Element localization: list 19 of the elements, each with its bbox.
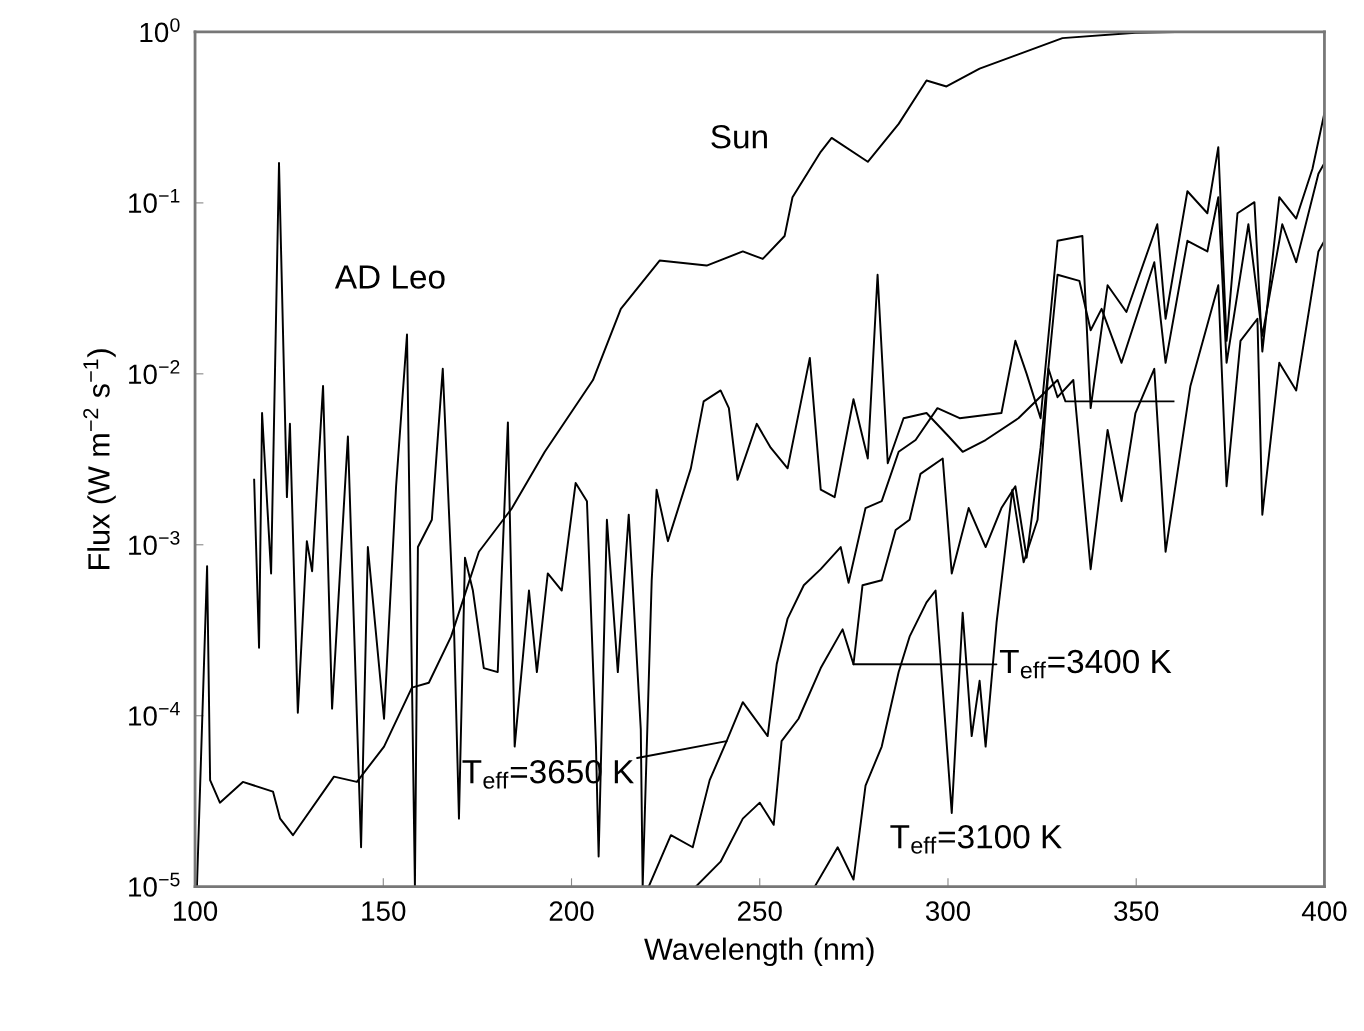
- x-tick-label: 300: [925, 901, 971, 921]
- y-tick-label: 10$^{−3}$: [129, 530, 180, 556]
- x-tick-label: 350: [1114, 901, 1159, 921]
- legend-label: T$_{eff}$=3400 K: [999, 649, 1172, 679]
- x-tick-label: 400: [1301, 901, 1347, 921]
- y-tick-label: 10$^{−5}$: [129, 872, 180, 897]
- x-tick-label: 200: [549, 901, 594, 921]
- series-label: AD Leo: [334, 265, 445, 289]
- series-label: Sun: [711, 125, 767, 149]
- y-tick-label: 10$^{−4}$: [129, 701, 180, 726]
- x-axis-title: Wavelength (nm): [644, 937, 874, 967]
- y-tick-label: 10$^{−2}$: [129, 360, 180, 385]
- x-tick-label: 150: [362, 901, 406, 921]
- x-tick-label: 250: [737, 901, 782, 921]
- y-axis-title: Flux (W m$^{−2}$ s$^{−1}$): [83, 349, 116, 569]
- x-tick-label: 100: [174, 901, 218, 921]
- y-tick-label: 10$^{−1}$: [129, 189, 180, 213]
- series-label: T$_{eff}$=3100 K: [890, 824, 1062, 854]
- y-tick-label: 10$^{0}$: [140, 18, 180, 43]
